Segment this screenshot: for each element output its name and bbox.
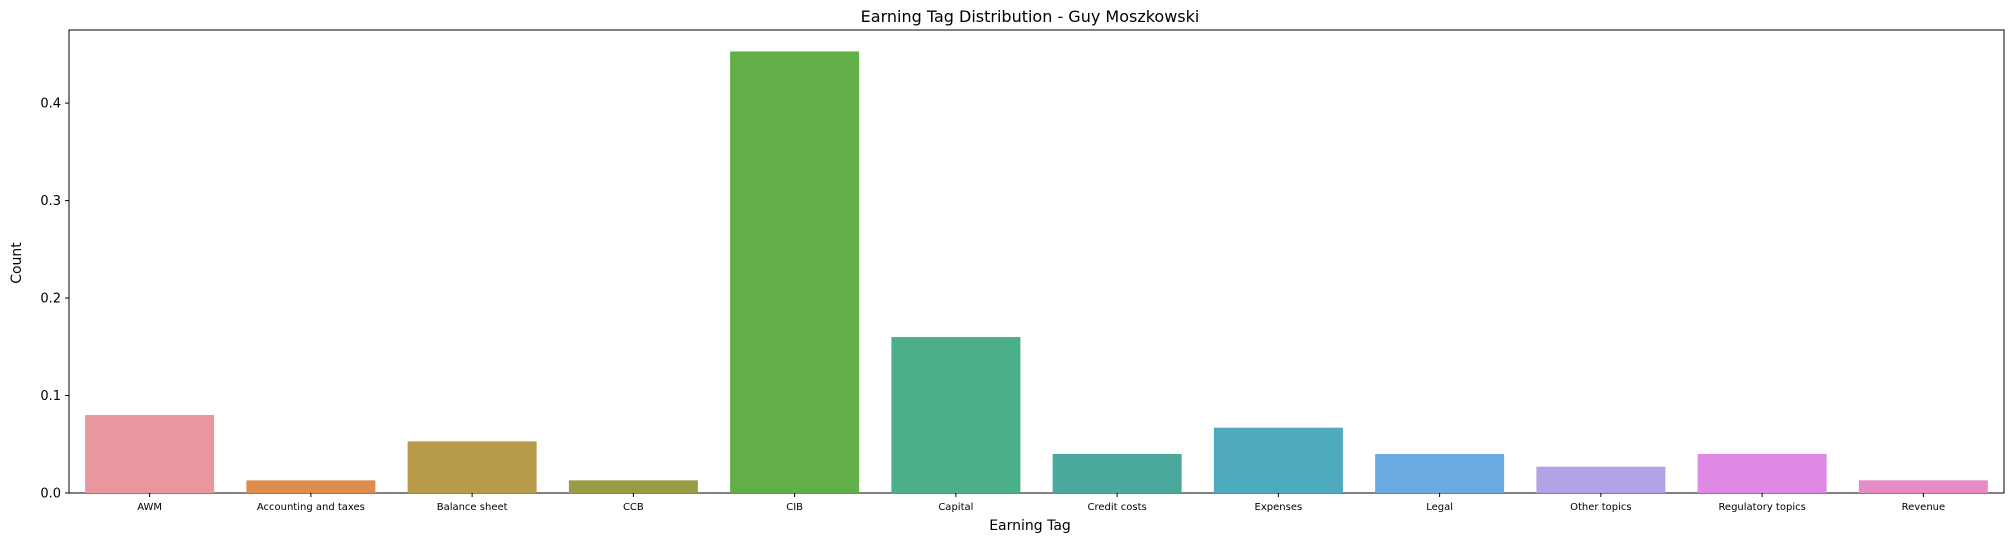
bar-expenses bbox=[1213, 427, 1343, 493]
bars bbox=[85, 51, 1988, 493]
bar-capital bbox=[891, 337, 1021, 493]
y-tick-label: 0.1 bbox=[40, 389, 61, 404]
y-tick-label: 0.4 bbox=[40, 97, 61, 112]
bar-ccb bbox=[568, 480, 698, 493]
bar-other-topics bbox=[1536, 466, 1666, 493]
y-tick-label: 0.0 bbox=[40, 487, 61, 502]
y-axis-label: Count bbox=[9, 242, 25, 284]
bar-cib bbox=[730, 51, 860, 493]
x-tick-label: Credit costs bbox=[1088, 502, 1147, 513]
x-tick-label: AWM bbox=[137, 502, 162, 513]
x-axis: AWM Accounting and taxes Balance sheet CCB C… bbox=[137, 493, 1945, 513]
bar-accounting-and-taxes bbox=[246, 480, 376, 493]
y-tick-label: 0.2 bbox=[40, 292, 61, 307]
x-tick-label: CIB bbox=[786, 502, 803, 513]
bar-credit-costs bbox=[1052, 454, 1182, 493]
bar-legal bbox=[1375, 454, 1505, 493]
x-tick-label: Capital bbox=[938, 502, 973, 513]
y-tick-label: 0.3 bbox=[40, 194, 61, 209]
x-tick-label: Accounting and taxes bbox=[257, 502, 365, 513]
bar-balance-sheet bbox=[407, 441, 537, 493]
plot-area: 0.0 0.1 0.2 0.3 0.4 AWM Accounting and taxes B… bbox=[40, 29, 2005, 513]
x-axis-label: Earning Tag bbox=[989, 518, 1071, 534]
x-tick-label: Balance sheet bbox=[437, 502, 508, 513]
x-tick-label: Regulatory topics bbox=[1718, 502, 1805, 513]
y-axis: 0.0 0.1 0.2 0.3 0.4 bbox=[40, 97, 69, 502]
x-tick-label: Other topics bbox=[1570, 502, 1631, 513]
bar-regulatory-topics bbox=[1697, 454, 1827, 493]
chart-title: Earning Tag Distribution - Guy Moszkowsk… bbox=[861, 7, 1200, 26]
x-tick-label: Legal bbox=[1426, 502, 1453, 513]
plot-frame bbox=[68, 29, 2005, 494]
x-tick-label: Revenue bbox=[1902, 502, 1946, 513]
bar-awm bbox=[85, 415, 215, 493]
bar-revenue bbox=[1858, 480, 1988, 493]
x-tick-label: Expenses bbox=[1255, 502, 1303, 513]
x-tick-label: CCB bbox=[623, 502, 644, 513]
